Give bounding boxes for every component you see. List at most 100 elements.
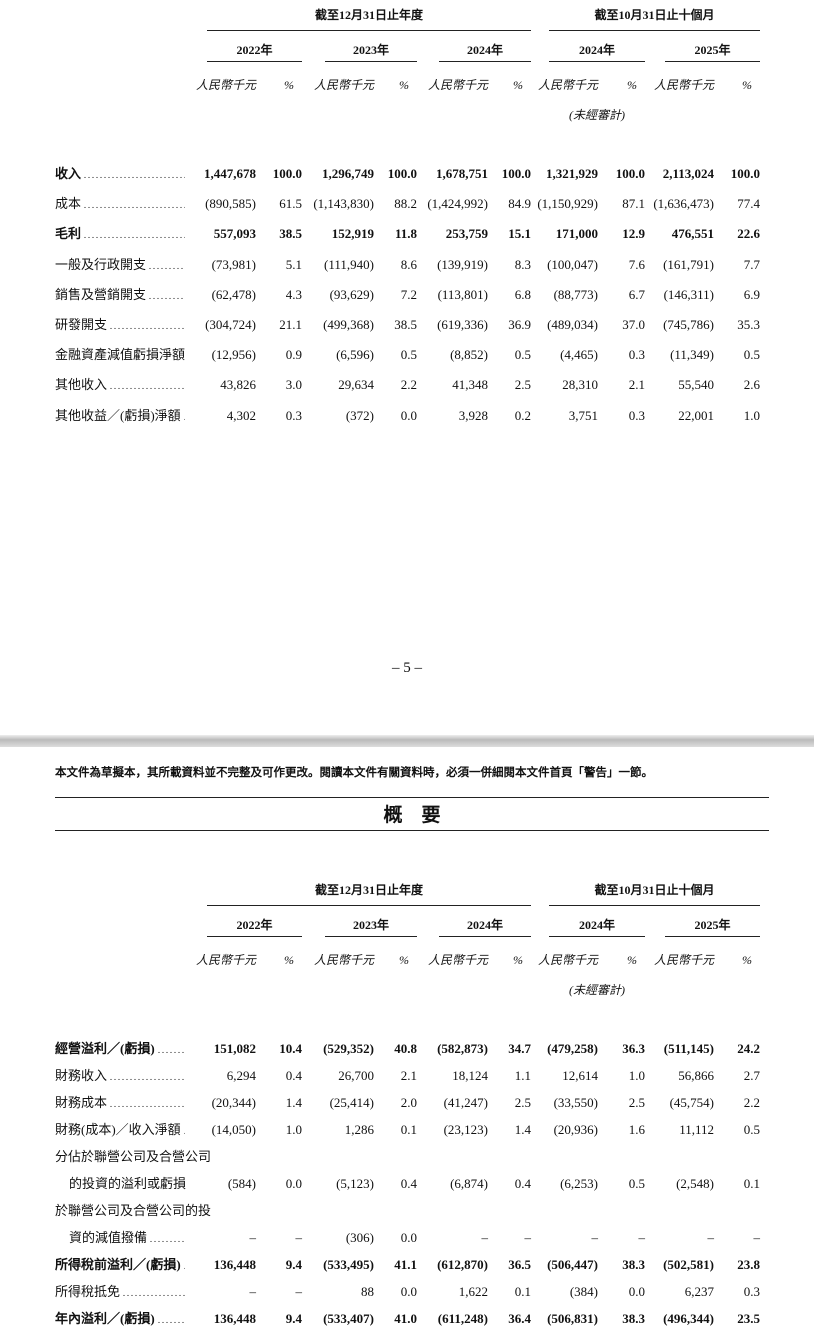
cell: 0.0 <box>400 1230 417 1245</box>
cell: 4.3 <box>285 286 302 302</box>
cell: 1,286 <box>344 1122 374 1137</box>
year-header: 2025年 <box>694 43 731 57</box>
unit-label: 人民幣千元 <box>427 78 488 92</box>
cell: (479,258) <box>547 1041 598 1056</box>
leader <box>182 1257 185 1269</box>
cell: (533,407) <box>323 1311 374 1326</box>
cell: 0.9 <box>285 347 302 363</box>
cell: 100.0 <box>501 166 531 181</box>
cell: 1.0 <box>743 407 760 423</box>
unaudited-label: (未經審計) <box>569 108 625 122</box>
cell: 37.0 <box>622 317 645 332</box>
rule <box>207 61 302 62</box>
cell: 2.1 <box>628 377 645 393</box>
cell: 0.5 <box>628 1176 645 1191</box>
cell: 11.8 <box>394 226 417 242</box>
unit-label: % <box>627 78 637 92</box>
cell: (139,919) <box>437 256 488 272</box>
cell: 6.8 <box>514 286 531 302</box>
cell: (23,123) <box>443 1122 488 1137</box>
cell: (20,344) <box>211 1095 256 1110</box>
leader <box>156 1311 185 1323</box>
cell: 1,622 <box>458 1284 488 1299</box>
row-label: 資的減值撥備 <box>55 1230 185 1246</box>
cell: 6,237 <box>684 1284 714 1299</box>
year-header: 2024年 <box>466 43 503 57</box>
cell: 0.3 <box>628 347 645 363</box>
cell: 87.1 <box>622 196 645 212</box>
cell: 9.4 <box>285 1257 302 1272</box>
cell: 0.5 <box>400 347 417 363</box>
cell: – <box>249 1230 257 1245</box>
cell: (306) <box>345 1230 374 1245</box>
cell: 28,310 <box>562 377 598 393</box>
unit-label: 人民幣千元 <box>427 953 488 967</box>
cell: 23.8 <box>737 1257 760 1272</box>
rule <box>549 61 645 62</box>
year-header: 2024年 <box>578 43 615 57</box>
leader <box>149 1230 185 1242</box>
row-label: 財務(成本)／收入淨額 <box>55 1122 185 1138</box>
cell: 36.9 <box>508 317 531 332</box>
cell: (506,831) <box>547 1311 598 1326</box>
row-label: 經營溢利／(虧損) <box>55 1041 185 1057</box>
rule <box>207 30 531 31</box>
cell: (33,550) <box>553 1095 598 1110</box>
cell: 18,124 <box>452 1068 488 1083</box>
cell: – <box>249 1284 257 1299</box>
label-text: 分佔於聯營公司及合營公司 <box>55 1149 212 1164</box>
row-label: 其他收入 <box>55 377 185 393</box>
leader <box>109 1095 185 1107</box>
leader <box>109 317 185 329</box>
cell: 0.0 <box>400 1284 417 1299</box>
cell: (4,465) <box>560 347 598 363</box>
cell: 38.3 <box>622 1311 645 1326</box>
cell: 1.0 <box>628 1068 645 1083</box>
label-text: 所得稅抵免 <box>55 1284 121 1299</box>
cell: 0.3 <box>743 1284 760 1299</box>
cell: 24.2 <box>737 1041 760 1056</box>
label-text: 其他收益／(虧損)淨額 <box>55 407 181 423</box>
label-text: 於聯營公司及合營公司的投 <box>55 1203 212 1218</box>
cell: 0.2 <box>514 407 531 423</box>
cell: 36.3 <box>622 1041 645 1056</box>
cell: 5.1 <box>285 256 302 272</box>
cell: 0.5 <box>514 347 531 363</box>
label-text: 研發開支 <box>55 317 108 332</box>
label-text: 銷售及營銷開支 <box>55 286 147 302</box>
leader <box>83 196 185 209</box>
cell: 21.1 <box>279 317 302 332</box>
cell: 35.3 <box>737 317 760 332</box>
cell: (73,981) <box>211 256 256 272</box>
cell: 0.1 <box>514 1284 531 1299</box>
label-text: 財務收入 <box>55 1068 108 1083</box>
label-text: 資的減值撥備 <box>69 1230 148 1245</box>
row-label: 收入 <box>55 166 185 182</box>
label-text: 所得稅前溢利／(虧損) <box>55 1257 181 1272</box>
unit-label: % <box>742 953 752 967</box>
cell: 88 <box>361 1284 374 1299</box>
cell: (582,873) <box>437 1041 488 1056</box>
cell: 1.4 <box>285 1095 302 1110</box>
cell: 26,700 <box>338 1068 374 1083</box>
leader <box>182 1122 185 1134</box>
cell: 11,112 <box>679 1122 714 1137</box>
cell: (529,352) <box>323 1041 374 1056</box>
cell: (6,874) <box>450 1176 488 1191</box>
cell: (1,636,473) <box>653 196 714 212</box>
cell: 7.2 <box>400 286 417 302</box>
rule <box>549 936 645 937</box>
unit-label: 人民幣千元 <box>653 953 714 967</box>
rule <box>439 61 531 62</box>
unit-label: % <box>284 953 294 967</box>
cell: (41,247) <box>443 1095 488 1110</box>
cell: 0.5 <box>743 1122 760 1137</box>
unit-label: 人民幣千元 <box>653 78 714 92</box>
cell: (890,585) <box>205 196 256 212</box>
cell: 0.1 <box>743 1176 760 1191</box>
unit-label: % <box>513 78 523 92</box>
cell: 41.1 <box>394 1257 417 1272</box>
unit-label: % <box>399 78 409 92</box>
row-label: 金融資產減值虧損淨額 <box>55 347 185 363</box>
leader <box>109 377 185 390</box>
